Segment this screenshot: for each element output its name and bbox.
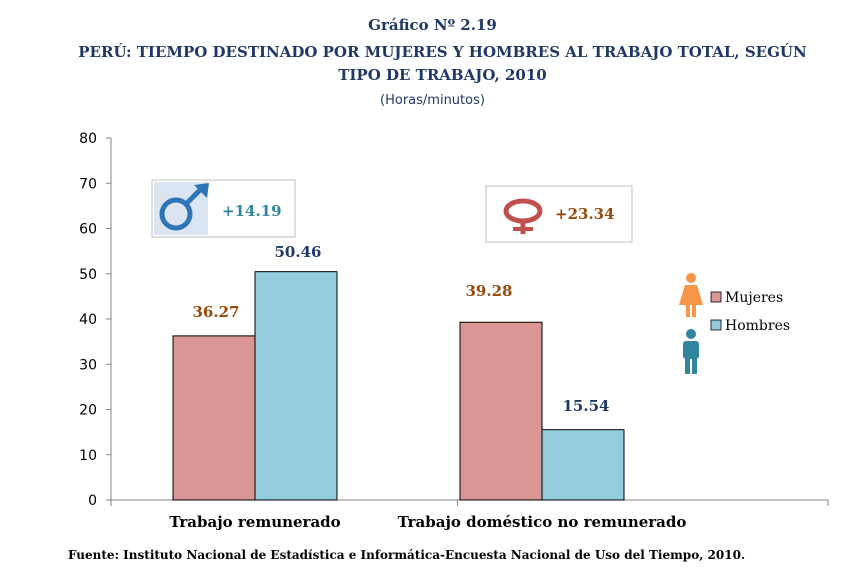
y-tick-label: 50 [79,267,97,283]
data-label: 15.54 [563,397,610,415]
man-figure-leg [692,358,697,374]
y-tick-label: 30 [79,357,97,373]
source-note: Fuente: Instituto Nacional de Estadístic… [68,548,746,562]
y-tick-label: 60 [79,222,97,238]
annotation-box-female [485,185,633,243]
y-tick-label: 80 [79,131,97,147]
woman-figure-body [679,285,703,305]
male-symbol-icon [159,197,193,231]
legend-swatch-hombres [710,319,722,331]
annotation-text-male: +14.19 [222,202,282,220]
bar-mujeres [459,321,543,501]
male-symbol-arrowhead [194,183,209,198]
y-tick-label: 70 [79,176,97,192]
legend-label-hombres: Hombres [725,318,790,334]
data-label: 39.28 [466,282,513,300]
chart-title: PERÚ: TIEMPO DESTINADO POR MUJERES Y HOM… [78,43,807,84]
data-label: 36.27 [193,303,240,321]
woman-figure-icon [686,273,696,283]
woman-figure-leg [686,305,690,317]
legend-swatch-mujeres [710,291,722,303]
man-figure-icon [686,329,696,339]
y-tick-label: 10 [79,448,97,464]
legend-label-mujeres: Mujeres [725,290,783,306]
woman-figure-leg [692,305,696,317]
x-category-label: Trabajo doméstico no remunerado [398,513,687,531]
figure-number: Gráfico Nº 2.19 [368,16,497,34]
chart-unit: (Horas/minutos) [380,93,485,108]
bar-hombres [254,271,338,501]
bar-hombres [541,429,625,501]
y-tick-label: 20 [79,403,97,419]
bar-mujeres [172,335,256,501]
annotation-text-female: +23.34 [555,205,615,223]
x-category-label: Trabajo remunerado [169,513,340,531]
man-figure-body [683,341,699,359]
y-tick-label: 0 [88,493,97,509]
man-figure-leg [685,358,690,374]
data-label: 50.46 [275,243,322,261]
y-tick-label: 40 [79,312,97,328]
